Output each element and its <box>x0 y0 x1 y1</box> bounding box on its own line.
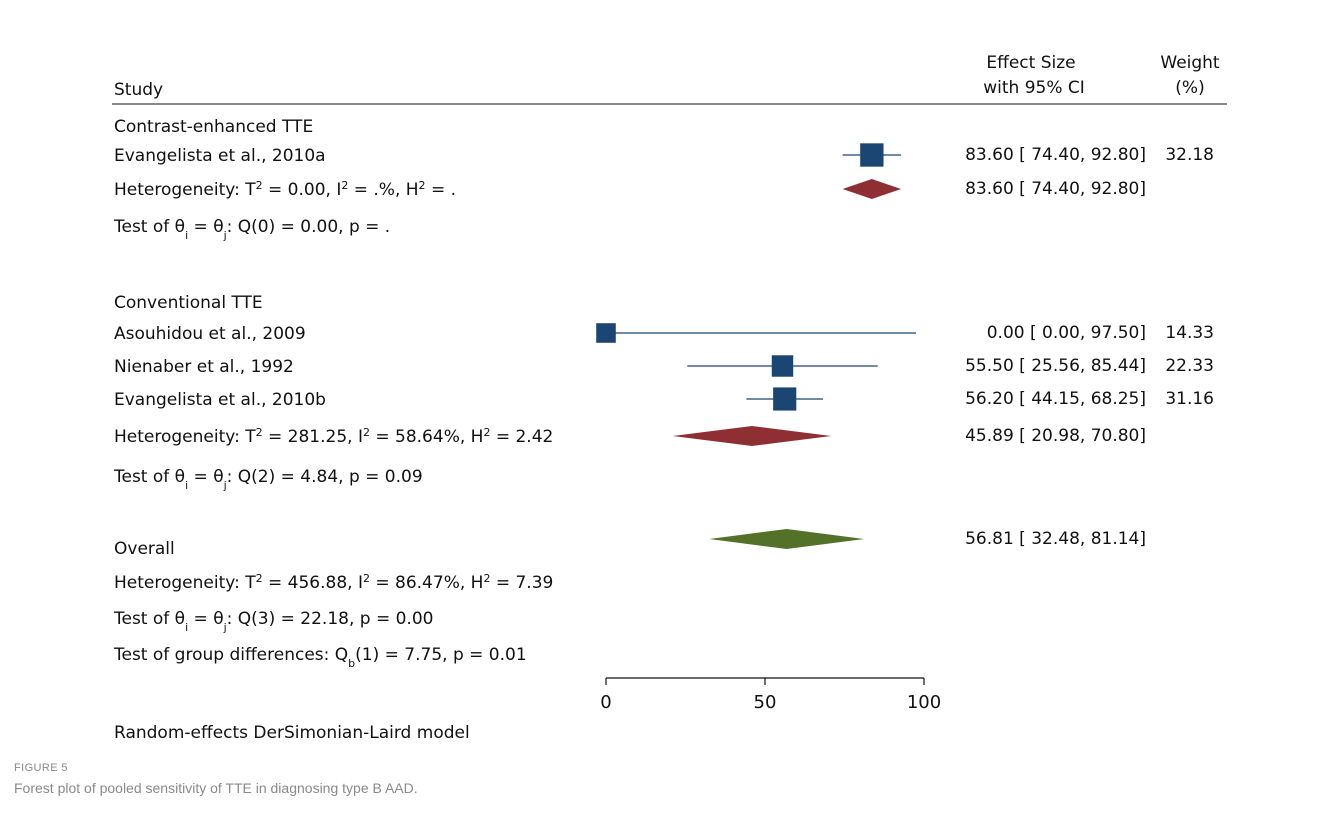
forest-plot: Study Effect Size with 95% CI Weight (%) Cont… <box>112 53 1227 743</box>
group-title-contrast-enhanced: Contrast-enhanced TTE <box>114 117 313 137</box>
study-effect-ci: 0.00 [ 0.00, 97.50] <box>987 323 1146 343</box>
subgroup-effect-ci: 83.60 [ 74.40, 92.80] <box>965 179 1146 199</box>
subgroup-diamond <box>672 426 832 446</box>
overall-title: Overall <box>114 539 175 559</box>
study-label: Nienaber et al., 1992 <box>114 357 294 377</box>
header-weight-unit: (%) <box>1175 78 1204 98</box>
overall-effect-ci: 56.81 [ 32.48, 81.14] <box>965 529 1146 549</box>
overall-diamond <box>709 529 865 549</box>
study-marker <box>771 355 794 377</box>
study-weight: 31.16 <box>1165 389 1214 409</box>
header-weight: Weight <box>1160 53 1220 73</box>
x-tick-label: 100 <box>907 692 941 713</box>
header-ci: with 95% CI <box>983 78 1085 98</box>
group-homogeneity-test: Test of θi = θj: Q(0) = 0.00, p = . <box>113 217 390 242</box>
study-marker <box>596 323 616 343</box>
x-tick-label: 50 <box>754 692 777 713</box>
subgroup-diamond <box>842 179 902 199</box>
model-note: Random-effects DerSimonian-Laird model <box>114 723 470 743</box>
study-effect-ci: 83.60 [ 74.40, 92.80] <box>965 145 1146 165</box>
header-study: Study <box>114 80 163 100</box>
header-effect-size: Effect Size <box>986 53 1075 73</box>
study-weight: 22.33 <box>1165 356 1214 376</box>
study-weight: 14.33 <box>1165 323 1214 343</box>
group-homogeneity-test: Test of θi = θj: Q(2) = 4.84, p = 0.09 <box>113 467 423 492</box>
overall-homogeneity-test: Test of θi = θj: Q(3) = 22.18, p = 0.00 <box>113 609 433 634</box>
group-heterogeneity: Heterogeneity: T2 = 281.25, I2 = 58.64%,… <box>114 426 553 448</box>
study-effect-ci: 55.50 [ 25.56, 85.44] <box>965 356 1146 376</box>
x-tick-label: 0 <box>600 692 611 713</box>
overall-heterogeneity: Heterogeneity: T2 = 456.88, I2 = 86.47%,… <box>114 572 553 594</box>
study-marker <box>860 143 884 167</box>
figure-caption: FIGURE 5 Forest plot of pooled sensitivi… <box>14 762 418 796</box>
figure-caption-text: Forest plot of pooled sensitivity of TTE… <box>14 780 418 796</box>
group-differences-test: Test of group differences: Qb(1) = 7.75,… <box>113 645 527 670</box>
subgroup-effect-ci: 45.89 [ 20.98, 70.80] <box>965 426 1146 446</box>
group-heterogeneity: Heterogeneity: T2 = 0.00, I2 = .%, H2 = … <box>114 179 456 201</box>
study-marker <box>773 387 797 411</box>
study-weight: 32.18 <box>1165 145 1214 165</box>
study-label: Asouhidou et al., 2009 <box>114 324 306 344</box>
study-label: Evangelista et al., 2010b <box>114 390 326 410</box>
study-effect-ci: 56.20 [ 44.15, 68.25] <box>965 389 1146 409</box>
figure-label: FIGURE 5 <box>14 762 68 774</box>
study-label: Evangelista et al., 2010a <box>114 146 326 166</box>
group-title-conventional: Conventional TTE <box>114 293 263 313</box>
